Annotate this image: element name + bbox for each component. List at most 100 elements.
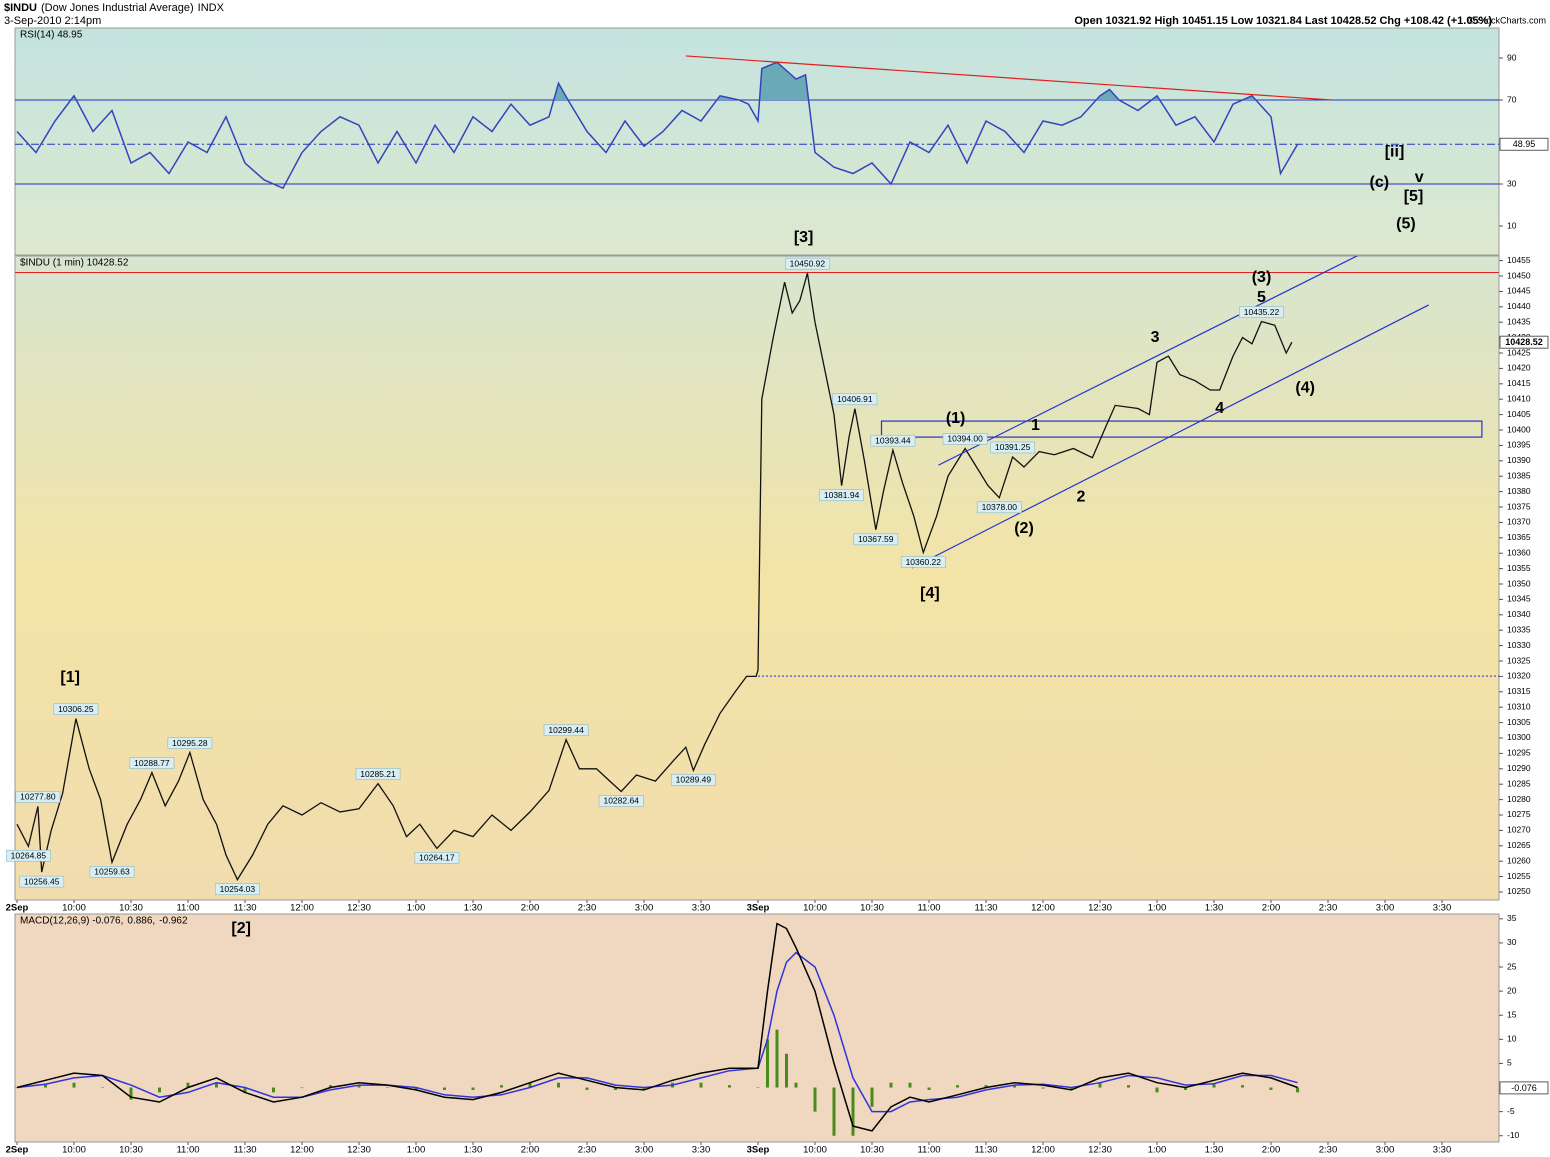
histogram-bar [851,1087,855,1136]
wave-label: [3] [794,229,814,246]
pivot-label-box [543,724,589,737]
y-tick-label: 10365 [1507,532,1531,542]
series-line [16,951,1298,1113]
pivot-label: 10378.00 [982,502,1018,512]
pivot-label-box [53,703,99,716]
credit: © StockCharts.com [1468,15,1546,25]
histogram-bar [785,1053,788,1088]
pivot-label-box [89,866,135,878]
last-value-label: 10428.52 [1505,337,1543,347]
histogram-bar [775,1029,779,1088]
y-tick-label: 10380 [1507,486,1531,496]
y-tick-label: 10295 [1507,748,1531,758]
histogram-bar [329,1085,332,1088]
wave-label: 1 [1031,417,1040,434]
pivot-label: 10306.25 [58,704,94,714]
pivot-label-box [942,433,988,445]
pivot-label-box [853,533,899,546]
y-tick-label: 10435 [1507,316,1531,326]
histogram-bar [243,1087,247,1093]
pivot-label: 10299.44 [548,725,584,735]
y-tick-label: 10360 [1507,547,1531,557]
pivot-label: 10288.77 [134,758,170,768]
legend-text: -0.962 [159,916,188,927]
pivot-label: 10391.25 [995,442,1031,452]
y-tick-label: 5 [1507,1058,1512,1068]
x-tick-label: 1:00 [407,1145,426,1156]
histogram-bar [832,1087,836,1136]
histogram-bar [1241,1085,1244,1088]
pivot-label-box [19,875,65,888]
x-tick-label: 12:30 [347,903,371,914]
x-tick-label: 10:00 [62,903,86,914]
histogram-bar [766,1039,769,1088]
histogram-bar [1098,1082,1102,1088]
histogram-bar [927,1087,931,1090]
histogram-bar [756,1087,760,1089]
y-tick-label: 10255 [1507,871,1531,881]
y-tick-label: 10 [1507,1034,1517,1044]
x-tick-label: 12:30 [347,1145,371,1156]
histogram-bar [1212,1084,1216,1088]
y-tick-label: 10400 [1507,424,1531,434]
y-tick-label: 10370 [1507,517,1531,527]
y-tick-label: 10300 [1507,732,1531,742]
pivot-label: 10450.92 [790,258,826,268]
x-tick-label: 3:30 [1433,903,1452,914]
pivot-label-box [215,883,260,895]
x-tick-label: 1:30 [1205,903,1224,914]
pivot-label: 10406.91 [837,394,873,404]
x-tick-label: 3:00 [1376,1145,1395,1156]
histogram-bar [794,1082,798,1088]
x-tick-label: 11:30 [974,1145,997,1156]
y-tick-label: 10390 [1507,455,1531,465]
pivot-label-box [15,791,61,803]
x-tick-label: 3Sep [747,903,770,914]
histogram-bar [471,1087,475,1090]
x-tick-label: 12:00 [290,1145,314,1156]
y-tick-label: 25 [1507,961,1517,971]
y-tick-label: 10265 [1507,840,1531,850]
histogram-bar [357,1085,361,1088]
pivot-label-box [900,556,946,568]
date: 3-Sep-2010 2:14pm [4,15,101,27]
y-tick-label: 90 [1507,52,1517,62]
y-tick-label: 10415 [1507,378,1531,388]
pivot-label: 10264.85 [11,851,47,861]
x-tick-label: 3:00 [1376,903,1395,914]
y-tick-label: 10340 [1507,609,1531,619]
histogram-bar [728,1085,731,1088]
symbol-name: (Dow Jones Industrial Average) [41,2,194,14]
pivot-label: 10259.63 [94,867,130,877]
pivot-label-box [1239,306,1284,318]
pivot-label: 10435.22 [1244,307,1280,317]
legend-text: RSI(14) 48.95 [20,30,83,41]
histogram-bar [1041,1087,1045,1089]
pivot-label: 10381.94 [824,490,860,500]
y-tick-label: 10445 [1507,286,1531,296]
y-tick-label: 10440 [1507,301,1531,311]
x-tick-label: 10:00 [62,1145,86,1156]
x-tick-label: 3:00 [635,903,654,914]
y-tick-label: 35 [1507,913,1517,923]
y-tick-label: 10315 [1507,686,1531,696]
panel-background [14,255,1500,901]
x-tick-label: 3:00 [635,1145,654,1156]
quote: Open 10321.92 High 10451.15 Low 10321.84… [1074,15,1492,27]
x-tick-label: 1:30 [464,903,483,914]
wave-label: 5 [1257,289,1266,306]
legend-text: $INDU (1 min) 10428.52 [20,258,129,269]
pivot-label: 10295.28 [172,738,208,748]
pivot-label: 10394.00 [947,434,983,444]
x-tick-label: 11:00 [917,903,940,914]
pivot-label-box [414,852,460,864]
x-tick-label: 2:00 [521,1145,540,1156]
y-tick-label: 70 [1507,94,1517,104]
histogram-bar [158,1087,161,1093]
series-line [16,273,1293,881]
pivot-label-box [784,257,830,270]
histogram-bar [557,1082,560,1088]
x-tick-label: 11:00 [176,1145,199,1156]
histogram-bar [1269,1087,1273,1090]
wave-label: [4] [920,585,940,602]
